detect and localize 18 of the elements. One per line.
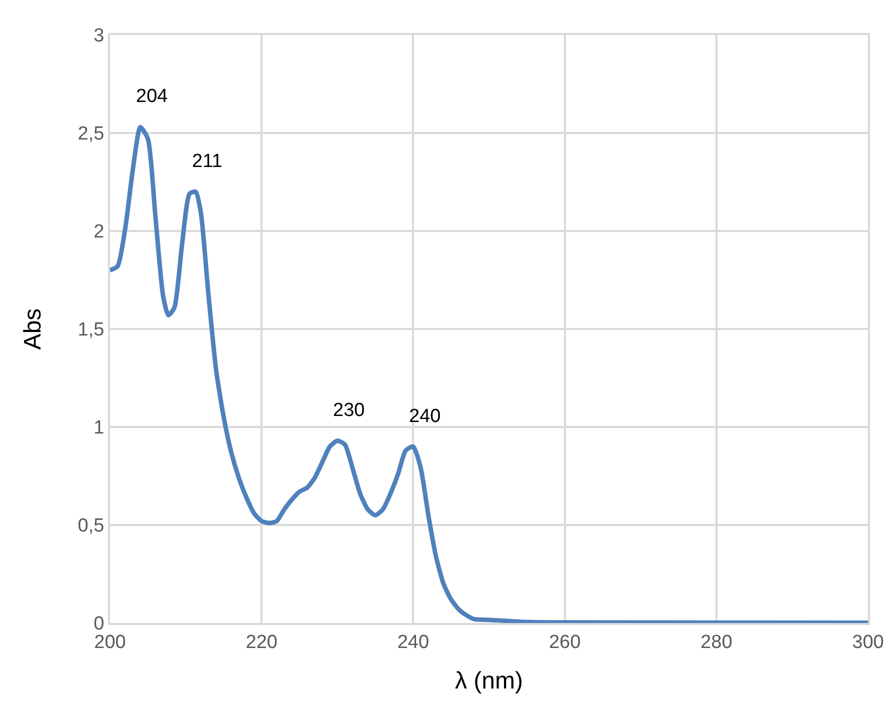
annotation: 204 [136, 86, 168, 107]
annotation: 240 [409, 406, 441, 427]
x-axis-title: λ (nm) [455, 668, 523, 695]
x-tick-label: 300 [852, 632, 884, 653]
y-axis-title: Abs [19, 308, 46, 350]
line-series [110, 124, 868, 623]
y-tick-label: 2,5 [78, 124, 104, 145]
annotation: 230 [333, 400, 365, 421]
x-tick-label: 280 [700, 632, 732, 653]
x-tick-label: 260 [548, 632, 581, 653]
y-tick-label: 2 [94, 222, 104, 243]
y-tick-label: 3 [94, 26, 104, 47]
y-tick-label: 0,5 [78, 516, 104, 537]
y-tick-label: 1,5 [78, 320, 104, 341]
annotation: 211 [192, 151, 222, 172]
x-tick-label: 220 [246, 632, 278, 653]
y-tick-label: 1 [94, 418, 104, 439]
x-tick-label: 240 [397, 632, 430, 653]
